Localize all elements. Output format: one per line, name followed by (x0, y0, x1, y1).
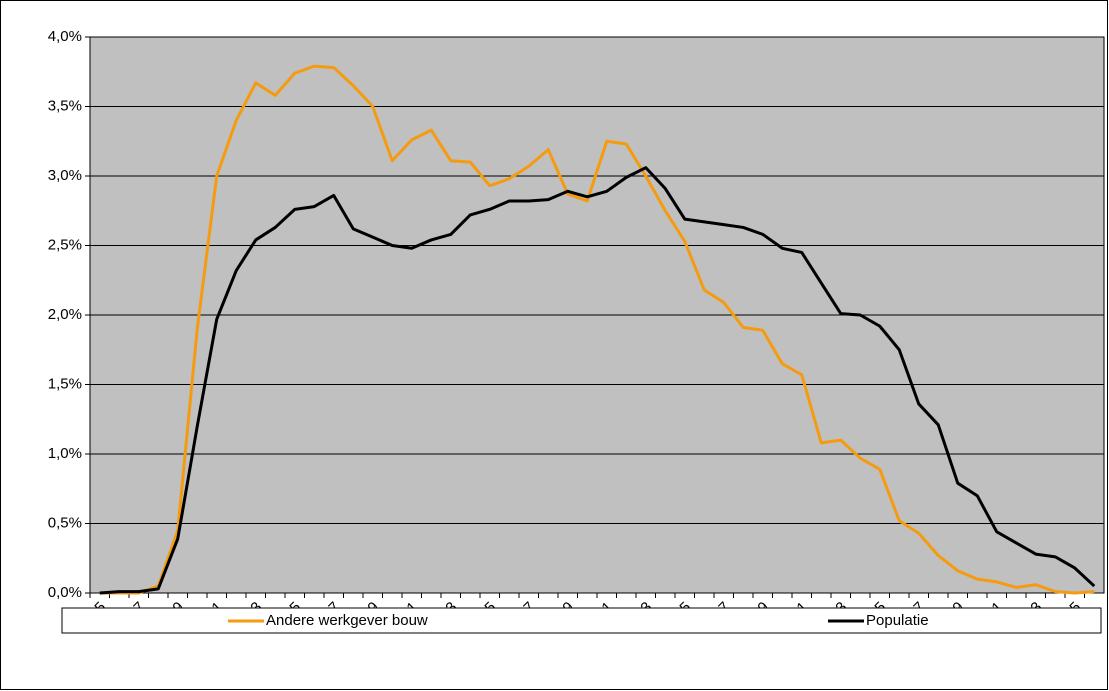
series-line (99, 166, 1096, 595)
series-line (99, 64, 1095, 595)
y-tick-label: 1,5% (48, 375, 82, 392)
y-tick-label: 0,5% (48, 514, 82, 531)
legend-box (61, 607, 1102, 634)
legend-label: Andere werkgever bouw (266, 612, 428, 629)
y-tick-label: 1,0% (48, 445, 82, 462)
y-tick-label: 2,0% (48, 306, 82, 323)
y-tick-label: 3,0% (48, 167, 82, 184)
y-tick-label: 4,0% (48, 28, 82, 45)
y-tick-label: 0,0% (48, 584, 82, 601)
y-tick-label: 2,5% (48, 236, 82, 253)
y-tick-label: 3,5% (48, 97, 82, 114)
legend-label: Populatie (866, 612, 929, 629)
